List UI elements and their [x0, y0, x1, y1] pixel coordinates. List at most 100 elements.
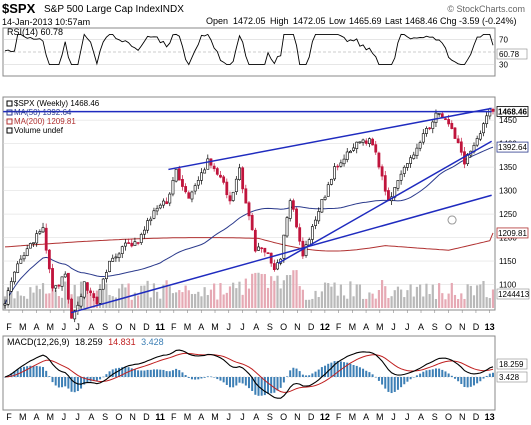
candle-body: [98, 289, 102, 304]
x-axis-label: S: [102, 322, 108, 332]
volume-bar: [377, 290, 381, 308]
volume-bar: [453, 294, 457, 308]
volume-bar: [457, 299, 460, 308]
candle-body: [92, 293, 96, 298]
x-axis-label: 11: [155, 322, 165, 332]
macd-hist-bar: [209, 376, 212, 378]
macd-hist-bar: [48, 376, 51, 377]
candle-body: [374, 144, 378, 153]
volume-bar: [29, 287, 32, 308]
x-axis-label-bottom: S: [432, 412, 438, 422]
macd-hist-bar: [453, 377, 456, 379]
macd-hist-bar: [492, 372, 494, 377]
price-tag-text: 1209.81: [498, 229, 527, 238]
candle-body: [453, 127, 457, 139]
candle-body: [291, 200, 295, 210]
macd-hist-bar: [140, 370, 143, 377]
volume-bar: [35, 285, 38, 308]
volume-bar: [282, 280, 285, 308]
macd-hist-bar: [320, 367, 323, 377]
macd-hist-bar: [450, 375, 453, 377]
candle-body: [70, 298, 73, 319]
volume-bar: [263, 274, 266, 308]
volume-bar: [472, 295, 476, 308]
x-axis-label: D: [308, 322, 315, 332]
volume-bar: [403, 297, 406, 308]
candle-body: [171, 180, 175, 195]
volume-bar: [317, 297, 320, 308]
volume-bar: [57, 296, 60, 308]
x-axis-label: A: [418, 322, 424, 332]
macd-hist-bar: [64, 377, 67, 387]
macd-hist-bar: [248, 377, 250, 389]
trendlines: [3, 107, 493, 314]
candle-body: [295, 208, 298, 228]
macd-hist-bar: [419, 373, 422, 377]
macd-hist-bar: [42, 366, 45, 377]
macd-hist-bar: [168, 371, 171, 377]
candle-body: [339, 162, 343, 167]
candle-body: [85, 282, 89, 291]
volume-bar: [292, 270, 295, 308]
volume-bar: [225, 292, 228, 308]
candle-body: [447, 119, 451, 125]
macd-hist-bar: [355, 365, 358, 377]
candle-body: [288, 200, 292, 219]
rsi-panel: 705030 RSI(14) 60.78 60.78: [2, 27, 528, 77]
volume-bar: [187, 290, 190, 308]
x-axis-label-bottom: J: [75, 412, 80, 422]
x-axis-label-bottom: D: [473, 412, 480, 422]
x-axis-label: J: [391, 322, 396, 332]
macd-hist-bar: [108, 371, 111, 377]
x-axis-label-bottom: N: [294, 412, 301, 422]
macd-hist-bar: [13, 371, 16, 377]
candle-body: [114, 256, 118, 259]
candle-body: [16, 263, 20, 273]
price-tag-text: 1392.64: [498, 143, 527, 152]
macd-hist-bar: [67, 377, 70, 389]
candle-body: [111, 257, 115, 262]
x-axis-label-bottom: J: [405, 412, 410, 422]
volume-bar: [409, 284, 412, 308]
x-axis-label-bottom: J: [226, 412, 231, 422]
x-axis-label: O: [280, 322, 287, 332]
volume-bar: [346, 298, 349, 308]
candle-body: [206, 158, 210, 170]
x-axis-label: M: [46, 322, 54, 332]
candle-body: [336, 165, 340, 168]
candle-body: [6, 290, 10, 305]
x-axis-label-bottom: F: [336, 412, 342, 422]
volume-bar: [140, 285, 143, 308]
x-axis-label-bottom: D: [143, 412, 150, 422]
candle-body: [371, 138, 374, 146]
volume-bar: [295, 270, 298, 308]
x-axis-label: O: [445, 322, 452, 332]
volume-bar: [266, 287, 270, 308]
volume-bar: [26, 298, 29, 308]
candle-body: [212, 165, 216, 170]
price-tag-box: [496, 141, 529, 153]
macd-hist-bar: [228, 377, 231, 388]
x-axis-label: J: [240, 322, 245, 332]
volume-bar: [184, 285, 187, 308]
macd-hist-bar: [32, 366, 35, 377]
macd-signal-line: [4, 352, 494, 393]
volume-bar: [311, 298, 314, 308]
macd-hist-bar: [305, 375, 308, 377]
volume-bar: [314, 290, 317, 308]
candle-body: [133, 241, 137, 246]
macd-hist-bar: [190, 377, 193, 380]
volume-bar: [13, 298, 16, 308]
volume-bar: [121, 283, 124, 308]
candle-body: [190, 191, 194, 200]
volume-bar: [213, 283, 216, 308]
candle-body: [13, 271, 16, 283]
x-axis-label: A: [253, 322, 259, 332]
candle-body: [136, 242, 140, 244]
candle-body: [418, 142, 422, 149]
macd-hist-bar: [263, 377, 266, 396]
x-axis-label: S: [267, 322, 273, 332]
x-axis-label: A: [33, 322, 39, 332]
volume-bar: [327, 283, 330, 308]
x-axis-label: J: [62, 322, 67, 332]
